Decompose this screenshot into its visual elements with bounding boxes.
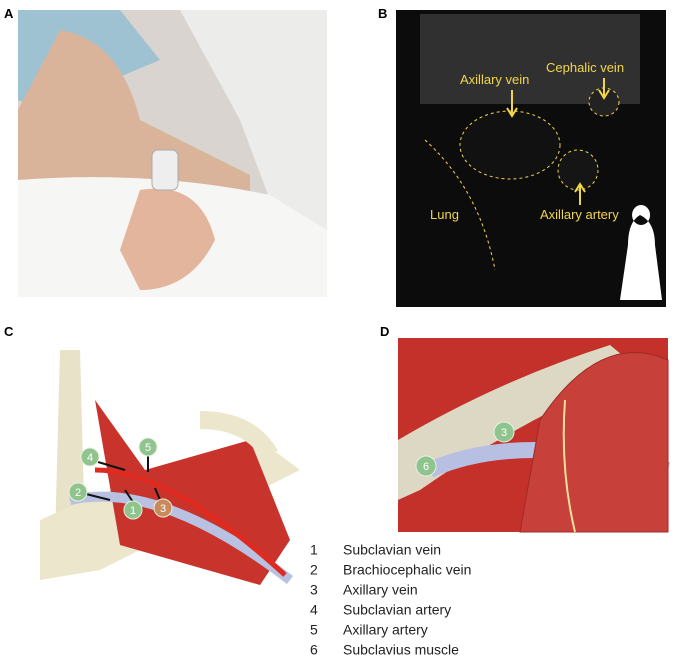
leader bbox=[85, 493, 111, 501]
legend-label: Subclavius muscle bbox=[343, 642, 459, 658]
panel-letter: D bbox=[380, 324, 389, 339]
marker bbox=[138, 437, 158, 457]
panel-letter: A bbox=[4, 6, 14, 21]
pectoral-muscle bbox=[519, 352, 669, 533]
nerve bbox=[562, 399, 576, 533]
probe bbox=[151, 149, 179, 191]
marker bbox=[80, 447, 100, 467]
marker-label: 2 bbox=[75, 487, 81, 499]
marker-label: 5 bbox=[145, 442, 151, 454]
hand bbox=[120, 188, 215, 290]
artery-outline bbox=[557, 149, 599, 191]
legend-label: Subclavian artery bbox=[343, 602, 451, 618]
marker-label: 4 bbox=[87, 452, 93, 464]
us-label: Lung bbox=[430, 207, 459, 222]
arrow bbox=[506, 90, 518, 118]
marker-label: 3 bbox=[501, 427, 507, 439]
markers bbox=[68, 437, 173, 520]
anatomy-panel-d: 3 6 bbox=[398, 338, 671, 533]
us-label: Axillary artery bbox=[540, 207, 619, 222]
drape bbox=[180, 10, 327, 230]
legend-number: 4 bbox=[310, 602, 318, 618]
body-icon bbox=[620, 205, 662, 300]
leader bbox=[124, 489, 134, 503]
artery bbox=[94, 467, 287, 577]
legend-label: Subclavian vein bbox=[343, 542, 441, 558]
marker bbox=[415, 455, 437, 477]
legend-number: 3 bbox=[310, 582, 318, 598]
marker-label: 6 bbox=[423, 461, 429, 473]
marker bbox=[153, 498, 173, 518]
marker bbox=[68, 482, 88, 502]
marker-label: 3 bbox=[160, 503, 166, 515]
marker-label: 1 bbox=[130, 505, 136, 517]
us-label: Cephalic vein bbox=[546, 60, 624, 75]
vein-outline bbox=[459, 110, 561, 180]
neck-skin bbox=[18, 30, 250, 200]
legend-number: 2 bbox=[310, 562, 318, 578]
anatomy-panel-c: 4 5 2 1 3 bbox=[40, 350, 300, 585]
arrow bbox=[598, 78, 610, 100]
legend-number: 6 bbox=[310, 642, 318, 658]
scapula bbox=[199, 411, 278, 460]
panel-letter: C bbox=[4, 324, 14, 339]
leader bbox=[97, 461, 126, 471]
marker bbox=[493, 421, 515, 443]
ultrasound-panel: Axillary vein Cephalic vein Lung Axillar… bbox=[396, 10, 666, 307]
leader bbox=[154, 487, 161, 501]
lung-line bbox=[424, 139, 496, 271]
leader-lines bbox=[85, 455, 161, 503]
legend-label: Brachiocephalic vein bbox=[343, 562, 471, 578]
legend-number: 1 bbox=[310, 542, 318, 558]
legend-label: Axillary artery bbox=[343, 622, 428, 638]
arrow bbox=[574, 182, 586, 205]
legend: 1 Subclavian vein 2 Brachiocephalic vein 3 Ax… bbox=[310, 542, 471, 658]
legend-label: Axillary vein bbox=[343, 582, 418, 598]
photo-panel bbox=[18, 10, 327, 297]
legend-number: 5 bbox=[310, 622, 318, 638]
marker bbox=[123, 500, 143, 520]
panel-letter: B bbox=[378, 6, 387, 21]
us-label: Axillary vein bbox=[460, 72, 529, 87]
